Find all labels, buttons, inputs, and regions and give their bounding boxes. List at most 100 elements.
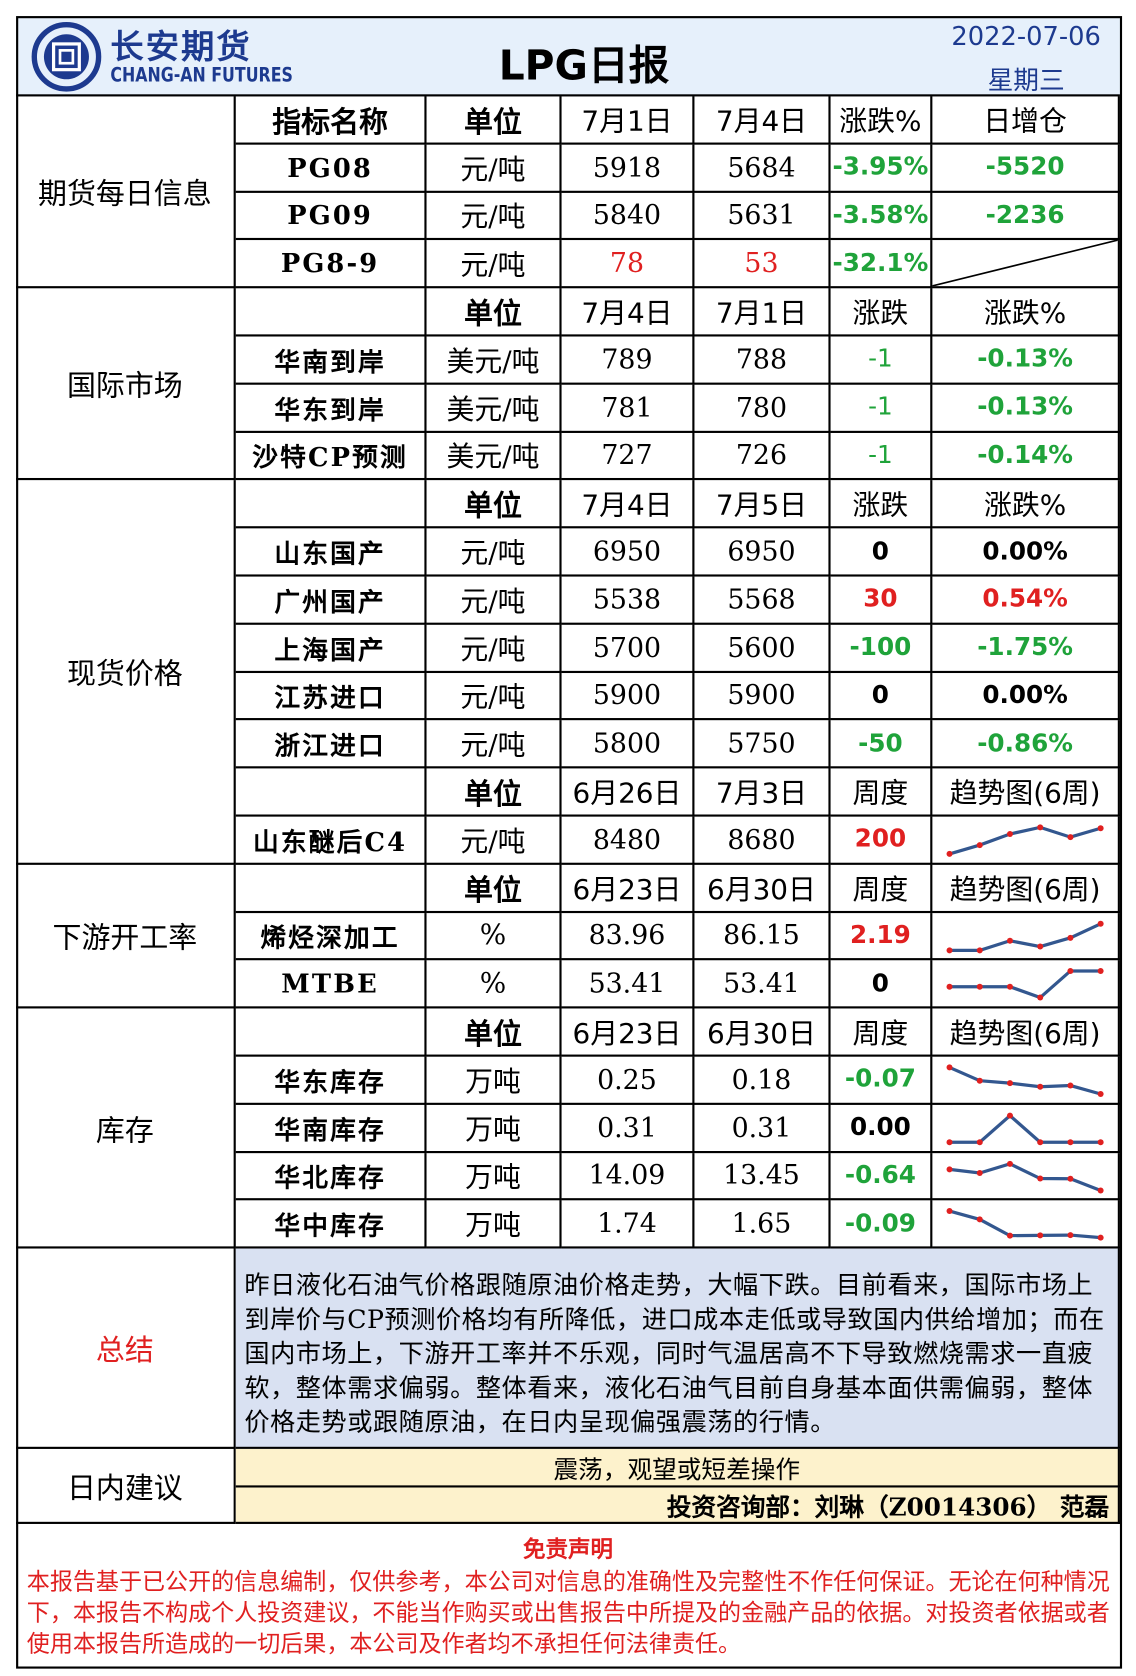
trend-point [1037,1083,1044,1090]
disclaimer: 免责声明 本报告基于已公开的信息编制，仅供参考，本公司对信息的准确性及完整性不作任… [16,1524,1120,1669]
change-cell: -3.58% [830,192,933,241]
value-cell: 1.65 [694,1200,831,1249]
unit-cell: 元/吨 [426,240,562,289]
trend-point [1097,1138,1104,1146]
header-cell: 7月4日 [561,288,695,337]
trend-point [1097,1187,1104,1194]
trend-point [946,1165,953,1172]
value-cell: 0.31 [561,1104,695,1153]
trend-point [1067,934,1074,941]
header-cell: 7月5日 [694,480,831,529]
indicator-name: 浙江进口 [235,720,427,769]
unit-cell: 美元/吨 [426,432,562,481]
value-cell: 727 [561,432,695,481]
unit-cell: 元/吨 [426,720,562,769]
unit-cell: % [426,960,562,1009]
change-cell: -32.1% [830,240,933,289]
indicator-name: 山东国产 [235,528,427,577]
trend-point [1067,834,1074,841]
trend-point [1006,1112,1013,1119]
trend-point [1097,968,1104,975]
report-title: LPG日报 [498,41,670,89]
value-cell: 6950 [561,528,695,577]
change-cell: -3.95% [830,144,933,193]
trend-line [949,1161,1102,1192]
header-cell: 涨跌% [830,96,933,145]
indicator-name: 烯烃深加工 [235,912,427,961]
value-cell: 6950 [694,528,831,577]
trend-point [1006,830,1013,837]
change-pct-cell: -0.86% [932,720,1120,769]
value-cell: 5700 [561,624,695,673]
unit-cell: 元/吨 [426,672,562,721]
value-cell: 5800 [561,720,695,769]
trend-point [976,1138,983,1146]
value-cell: 788 [694,336,831,385]
header-cell: 单位 [426,288,562,337]
unit-cell: 美元/吨 [426,336,562,385]
value-cell: 789 [561,336,695,385]
change-pct-cell: 0.54% [932,576,1120,625]
empty-cell [235,288,427,337]
company-cn: 长安期货 [110,27,252,67]
trend-line [949,969,1101,1000]
weekday: 星期三 [987,65,1065,96]
change-cell: 200 [830,816,933,865]
unit-cell: 元/吨 [426,528,562,577]
indicator-name: 华中库存 [235,1200,427,1249]
section-label: 总结 [16,1248,236,1449]
logo [31,21,102,92]
value-cell: 5900 [694,672,831,721]
trend-point [946,850,953,857]
indicator-name: 广州国产 [235,576,427,625]
header-cell: 单位 [426,480,562,529]
change-pct-cell: -5520 [932,144,1120,193]
value-cell: 0.25 [561,1056,695,1105]
trend-point [946,984,953,991]
indicator-name: PG8-9 [235,240,427,289]
change-cell: -0.07 [830,1056,933,1105]
change-cell: -1 [830,384,933,433]
sparkline [946,824,1104,857]
trend-cell [932,1104,1120,1153]
empty-cell [235,768,427,817]
change-pct-cell: 0.00% [932,528,1120,577]
banner [16,16,1120,97]
value-cell: 5918 [561,144,695,193]
value-cell: 5900 [561,672,695,721]
change-cell: -1 [830,432,933,481]
header-cell: 6月26日 [561,768,695,817]
header-cell: 趋势图(6周) [932,768,1120,817]
value-cell: 83.96 [561,912,695,961]
value-cell: 86.15 [694,912,831,961]
trend-point [1097,1090,1104,1097]
indicator-name: 上海国产 [235,624,427,673]
empty-cell [932,240,1120,289]
change-cell: -50 [830,720,933,769]
indicator-name: MTBE [235,960,427,1009]
indicator-name: 华东到岸 [235,384,427,433]
trend-point [1067,1232,1074,1239]
indicator-name: PG09 [235,192,427,241]
trend-point [1037,824,1044,831]
value-cell: 0.31 [694,1104,831,1153]
change-cell: 0 [830,960,933,1009]
sparkline [946,1208,1104,1242]
report-date: 2022-07-06 [951,21,1101,52]
company-en: CHANG-AN FUTURES [110,64,293,87]
unit-cell: 万吨 [426,1200,562,1249]
value-cell: 14.09 [561,1152,695,1201]
trend-line [949,825,1102,856]
section-label: 现货价格 [16,480,236,865]
header-cell: 7月3日 [694,768,831,817]
trend-point [1006,1160,1013,1167]
unit-cell: 美元/吨 [426,384,562,433]
diagonal [932,240,1118,287]
value-cell: 726 [694,432,831,481]
trend-point [1037,994,1044,1001]
disclaimer-text: 本报告基于已公开的信息编制，仅供参考，本公司对信息的准确性及完整性不作任何保证。… [26,1568,1110,1658]
section-label: 日内建议 [16,1448,236,1524]
header-cell: 周度 [830,768,933,817]
value-cell: 53 [694,240,831,289]
